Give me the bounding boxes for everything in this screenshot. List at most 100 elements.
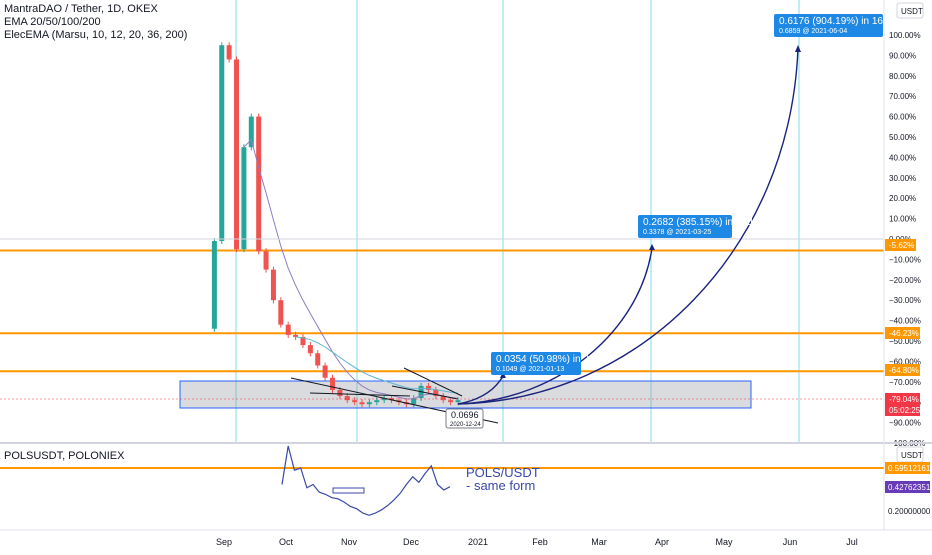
- target-label-2-line1: 0.2682 (385.15%) in 92d: [643, 217, 753, 228]
- main-legend[interactable]: MantraDAO / Tether, 1D, OKEX EMA 20/50/1…: [4, 3, 187, 42]
- target-label-3-line2: 0.6859 @ 2021-06-04: [779, 28, 847, 35]
- target-label-3[interactable]: 0.6176 (904.19%) in 163d 1h 0.6859 @ 202…: [774, 14, 908, 37]
- low-marker-value: 0.0696: [451, 410, 479, 420]
- candle-body: [359, 402, 365, 405]
- y-tick-label: 100.00%: [889, 31, 921, 40]
- projection-arc-2[interactable]: [457, 247, 653, 405]
- projection-arc-3[interactable]: [457, 47, 799, 405]
- x-tick-label: Sep: [216, 537, 232, 547]
- target-label-1[interactable]: 0.0354 (50.98%) in 21d 0.1049 @ 2021-01-…: [491, 352, 600, 375]
- sub-pane-annotation-line2[interactable]: - same form: [466, 478, 535, 493]
- x-tick-label: Oct: [279, 537, 294, 547]
- candle-body: [433, 389, 439, 397]
- y-tick-label: 20.00%: [889, 194, 916, 203]
- candle-body: [389, 398, 395, 401]
- candle-body: [300, 336, 306, 346]
- candle-body: [270, 269, 276, 301]
- y-tick-label: 10.00%: [889, 215, 916, 224]
- projection-arrowhead-3: [795, 45, 801, 52]
- badge-level-2-text: -46.23%: [889, 329, 919, 338]
- candle-body: [374, 400, 380, 403]
- trend-line-3: [391, 385, 459, 400]
- badge-level-1-text: -5.62%: [889, 241, 914, 250]
- candle-body: [455, 400, 461, 403]
- x-tick-label: 2021: [468, 537, 488, 547]
- pols-bottom-box[interactable]: [332, 487, 365, 494]
- y-tick-label: −90.00%: [889, 419, 921, 428]
- trend-line-4: [403, 367, 463, 397]
- candle-body: [263, 251, 269, 270]
- candle-body: [293, 334, 299, 337]
- candle-body: [337, 389, 343, 397]
- y-tick-label: 30.00%: [889, 174, 916, 183]
- badge-current-price-text: -79.04%: [889, 395, 919, 404]
- candle-body: [278, 300, 284, 325]
- candle-body: [241, 147, 247, 250]
- candle-body: [219, 45, 225, 242]
- x-tick-label: Dec: [403, 537, 420, 547]
- sub-badge-current-text: 0.42762351: [888, 483, 931, 492]
- candle-body: [322, 365, 328, 378]
- candle-body: [256, 116, 262, 252]
- candle-body: [352, 400, 358, 403]
- sub-legend-title[interactable]: POLSUSDT, POLONIEX: [4, 450, 125, 462]
- time-axis[interactable]: Sep Oct Nov Dec 2021 Feb Mar Apr May Jun Jul: [216, 537, 858, 547]
- legend-elec-ema[interactable]: ElecEMA (Marsu, 10, 12, 20, 36, 200): [4, 29, 188, 41]
- legend-symbol-title[interactable]: MantraDAO / Tether, 1D, OKEX: [4, 3, 158, 15]
- candle-body: [344, 396, 350, 401]
- main-currency-text: USDT: [901, 7, 923, 16]
- y-tick-label: 40.00%: [889, 153, 916, 162]
- y-tick-label: 80.00%: [889, 72, 916, 81]
- price-candles: [211, 42, 461, 408]
- candle-body: [440, 396, 446, 401]
- candle-body: [211, 241, 217, 329]
- projection-arcs: [457, 45, 801, 405]
- y-tick-label: −20.00%: [889, 276, 921, 285]
- candle-body: [448, 400, 454, 403]
- y-tick-label: −30.00%: [889, 296, 921, 305]
- y-tick-label: 60.00%: [889, 113, 916, 122]
- pols-price-line: [281, 445, 451, 516]
- target-label-1-line1: 0.0354 (50.98%) in 21d: [496, 354, 600, 365]
- projection-arc-1[interactable]: [457, 375, 504, 405]
- sub-pane-annotation-line1[interactable]: POLS/USDT: [466, 465, 540, 480]
- y-tick-label: −50.00%: [889, 337, 921, 346]
- y-tick-label: 70.00%: [889, 92, 916, 101]
- low-price-marker[interactable]: 0.0696 2020-12-24: [445, 408, 484, 429]
- horizontal-levels: [0, 249, 884, 373]
- target-label-2[interactable]: 0.2682 (385.15%) in 92d 0.3378 @ 2021-03…: [638, 215, 753, 238]
- y-tick-label: 50.00%: [889, 133, 916, 142]
- candle-body: [425, 385, 431, 390]
- y-tick-label: −40.00%: [889, 317, 921, 326]
- badge-countdown: 05:02:25: [885, 404, 921, 416]
- y-tick-label: −10.00%: [889, 255, 921, 264]
- badge-level-2: -46.23%: [885, 327, 920, 339]
- candle-body: [234, 59, 240, 250]
- sub-badge-current: 0.42762351: [885, 481, 931, 493]
- sub-currency-label[interactable]: USDT: [896, 446, 924, 463]
- x-tick-label: May: [715, 537, 733, 547]
- trend-line-2: [309, 392, 411, 397]
- projection-arrowhead-2: [649, 244, 655, 250]
- candle-body: [226, 45, 232, 60]
- candle-body: [248, 116, 254, 148]
- x-tick-label: Jun: [783, 537, 798, 547]
- sub-legend[interactable]: POLSUSDT, POLONIEX: [4, 450, 124, 463]
- ema-line-teal: [295, 336, 459, 394]
- x-tick-label: Nov: [341, 537, 358, 547]
- y-tick-label: −70.00%: [889, 378, 921, 387]
- sub-badge-level-text: 0.59512161: [888, 464, 931, 473]
- badge-current-price: -79.04%: [885, 393, 920, 405]
- candle-body: [411, 398, 417, 405]
- legend-ema[interactable]: EMA 20/50/100/200: [4, 16, 101, 28]
- main-currency-label[interactable]: USDT: [896, 2, 924, 19]
- x-tick-label: Jul: [846, 537, 858, 547]
- candle-body: [285, 324, 291, 335]
- badge-level-3-text: -64.80%: [889, 366, 919, 375]
- low-marker-date: 2020-12-24: [450, 422, 481, 428]
- candle-body: [315, 353, 321, 366]
- badge-countdown-text: 05:02:25: [889, 406, 921, 415]
- x-tick-label: Feb: [532, 537, 548, 547]
